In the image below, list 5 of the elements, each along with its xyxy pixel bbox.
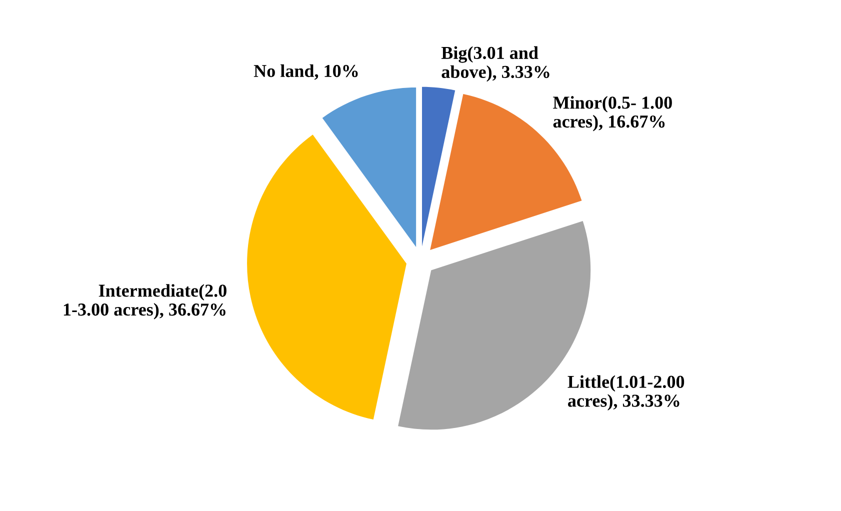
slice-label: No land, 10% xyxy=(254,64,358,80)
slice-label: Big(3.01 and above), 3.33% xyxy=(441,46,550,82)
slice-label: Intermediate(2.0 1-3.00 acres), 36.67% xyxy=(64,284,226,320)
slice-label: Minor(0.5- 1.00 acres), 16.67% xyxy=(553,96,672,132)
slice-label: Little(1.01-2.00 acres), 33.33% xyxy=(568,375,684,411)
